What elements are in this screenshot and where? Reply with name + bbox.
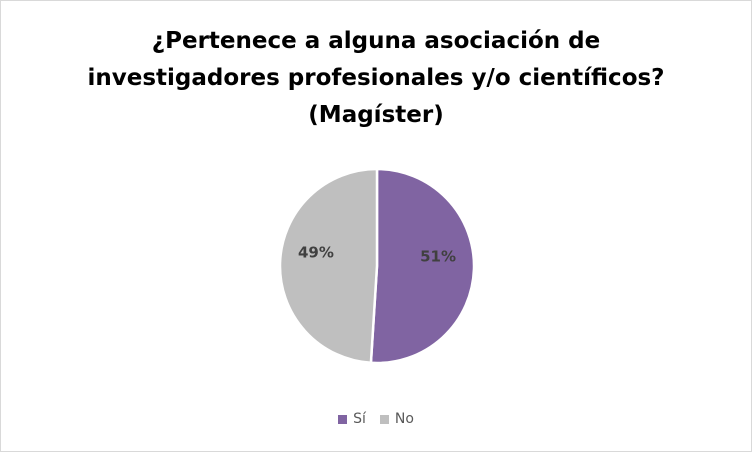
legend-label-no: No [394, 411, 414, 427]
chart-title-line-1: ¿Pertenece a alguna asociación de [151, 28, 601, 54]
legend-label-si: Sí [353, 411, 366, 427]
legend-item-si: Sí [338, 411, 366, 427]
data-label-si: 51% [420, 247, 456, 265]
legend-swatch-si [338, 414, 348, 424]
legend-swatch-no [379, 414, 389, 424]
chart-title-line-2: investigadores profesionales y/o científ… [87, 65, 665, 91]
data-label-no: 49% [298, 244, 334, 262]
legend-item-no: No [379, 411, 414, 427]
pie-data-labels: 51% 49% [298, 244, 456, 266]
chart-title-line-3: (Magíster) [308, 102, 444, 128]
pie-slice-no [278, 167, 379, 365]
chart-title: ¿Pertenece a alguna asociación de invest… [1, 23, 751, 134]
chart-legend: Sí No [1, 411, 751, 427]
pie-slice-si [369, 167, 476, 365]
pie-slices [278, 167, 476, 365]
